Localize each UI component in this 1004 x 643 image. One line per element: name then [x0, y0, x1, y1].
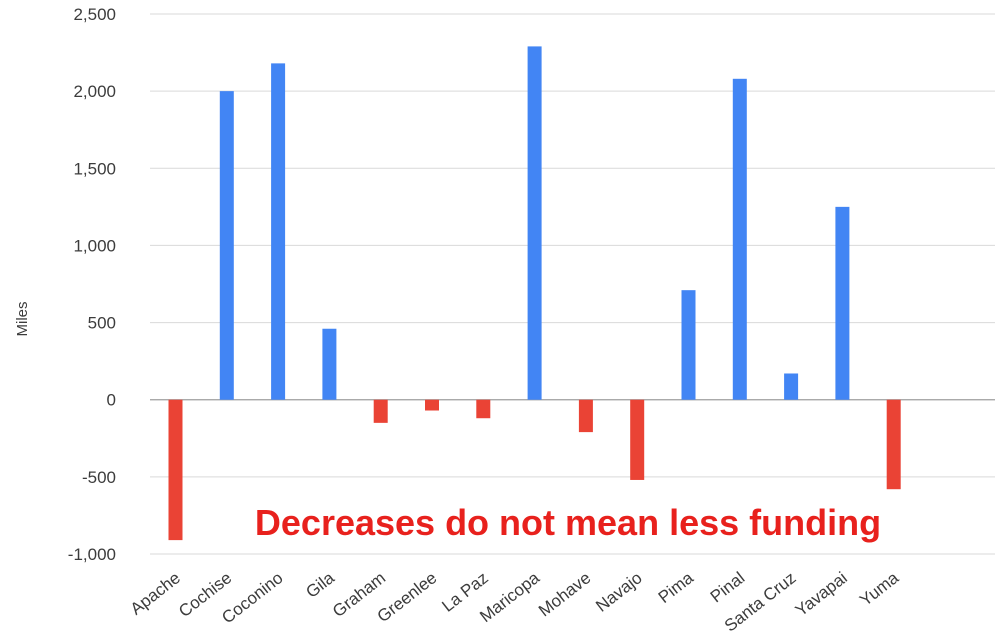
annotation-text: Decreases do not mean less funding: [255, 502, 881, 543]
bar-greenlee: [425, 399, 439, 411]
bar-coconino: [271, 63, 286, 400]
y-tick-label: 2,000: [73, 82, 116, 101]
bar-yavapai: [835, 206, 850, 400]
bar-navajo: [630, 399, 645, 480]
x-tick-label: Yuma: [856, 568, 902, 610]
bars: [168, 46, 901, 541]
x-tick-label: Pima: [655, 568, 698, 607]
y-tick-label: 1,500: [73, 159, 116, 178]
bar-pinal: [732, 78, 747, 400]
x-tick-label: Mohave: [535, 568, 594, 620]
bar-santa-cruz: [784, 373, 799, 400]
y-tick-label: 2,500: [73, 5, 116, 24]
x-tick-label: Apache: [127, 568, 184, 618]
bar-gila: [322, 328, 337, 400]
bar-apache: [168, 399, 183, 541]
gridlines: [150, 13, 995, 555]
bar-la-paz: [476, 399, 491, 419]
y-tick-label: 500: [88, 314, 116, 333]
bar-pima: [681, 290, 696, 400]
y-tick-label: 1,000: [73, 236, 116, 255]
y-tick-label: 0: [107, 391, 116, 410]
y-axis-tick-labels: -1,000 -500 0 500 1,000 1,500 2,000 2,500: [68, 5, 116, 564]
x-tick-label: Pinal: [707, 568, 748, 606]
y-tick-label: -500: [82, 468, 116, 487]
y-axis-title: Miles: [14, 301, 31, 336]
bar-yuma: [886, 399, 901, 490]
bar-mohave: [578, 399, 593, 433]
bar-cochise: [219, 91, 234, 400]
bar-maricopa: [527, 46, 542, 400]
y-tick-label: -1,000: [68, 545, 116, 564]
x-tick-label: Yavapai: [792, 568, 851, 620]
x-tick-label: Navajo: [592, 568, 645, 616]
bar-graham: [373, 399, 388, 423]
x-tick-label: Gila: [302, 568, 338, 602]
